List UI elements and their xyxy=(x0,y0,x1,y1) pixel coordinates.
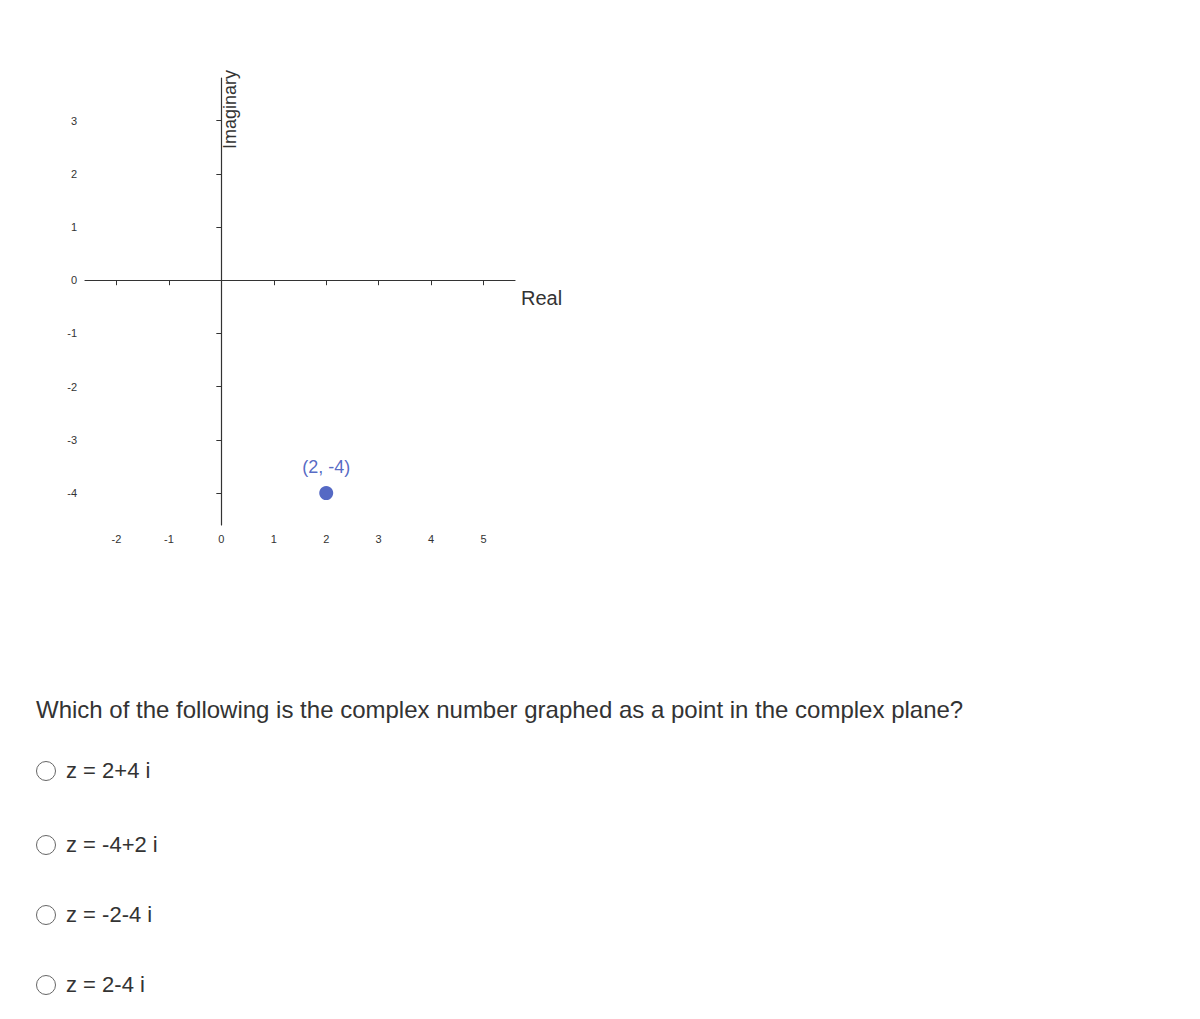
svg-text:(2, -4): (2, -4) xyxy=(302,457,350,477)
svg-text:0: 0 xyxy=(71,274,77,286)
svg-text:2: 2 xyxy=(71,168,77,180)
html-text:z = 2+4 i: z = 2+4 i xyxy=(66,758,151,783)
svg-text:-4: -4 xyxy=(67,487,77,499)
svg-text:-2: -2 xyxy=(67,381,77,393)
svg-text:1: 1 xyxy=(71,221,77,233)
svg-text:-3: -3 xyxy=(67,434,77,446)
svg-text:-1: -1 xyxy=(67,327,77,339)
svg-text:-2: -2 xyxy=(112,533,122,545)
svg-text:3: 3 xyxy=(376,533,382,545)
html-text:z = -2-4 i: z = -2-4 i xyxy=(66,902,153,927)
svg-text:4: 4 xyxy=(428,533,434,545)
svg-text:0: 0 xyxy=(218,533,224,545)
svg-text:Imaginary: Imaginary xyxy=(220,70,240,149)
svg-text:Real: Real xyxy=(521,287,562,309)
svg-text:2: 2 xyxy=(323,533,329,545)
html-text:Which of the following is the: Which of the following is the complex nu… xyxy=(36,696,964,723)
html-text:z = 2-4 i: z = 2-4 i xyxy=(66,972,145,997)
svg-text:1: 1 xyxy=(271,533,277,545)
html-text:z = -4+2 i: z = -4+2 i xyxy=(66,832,158,857)
svg-text:3: 3 xyxy=(71,115,77,127)
svg-text:-1: -1 xyxy=(164,533,174,545)
svg-text:5: 5 xyxy=(480,533,486,545)
